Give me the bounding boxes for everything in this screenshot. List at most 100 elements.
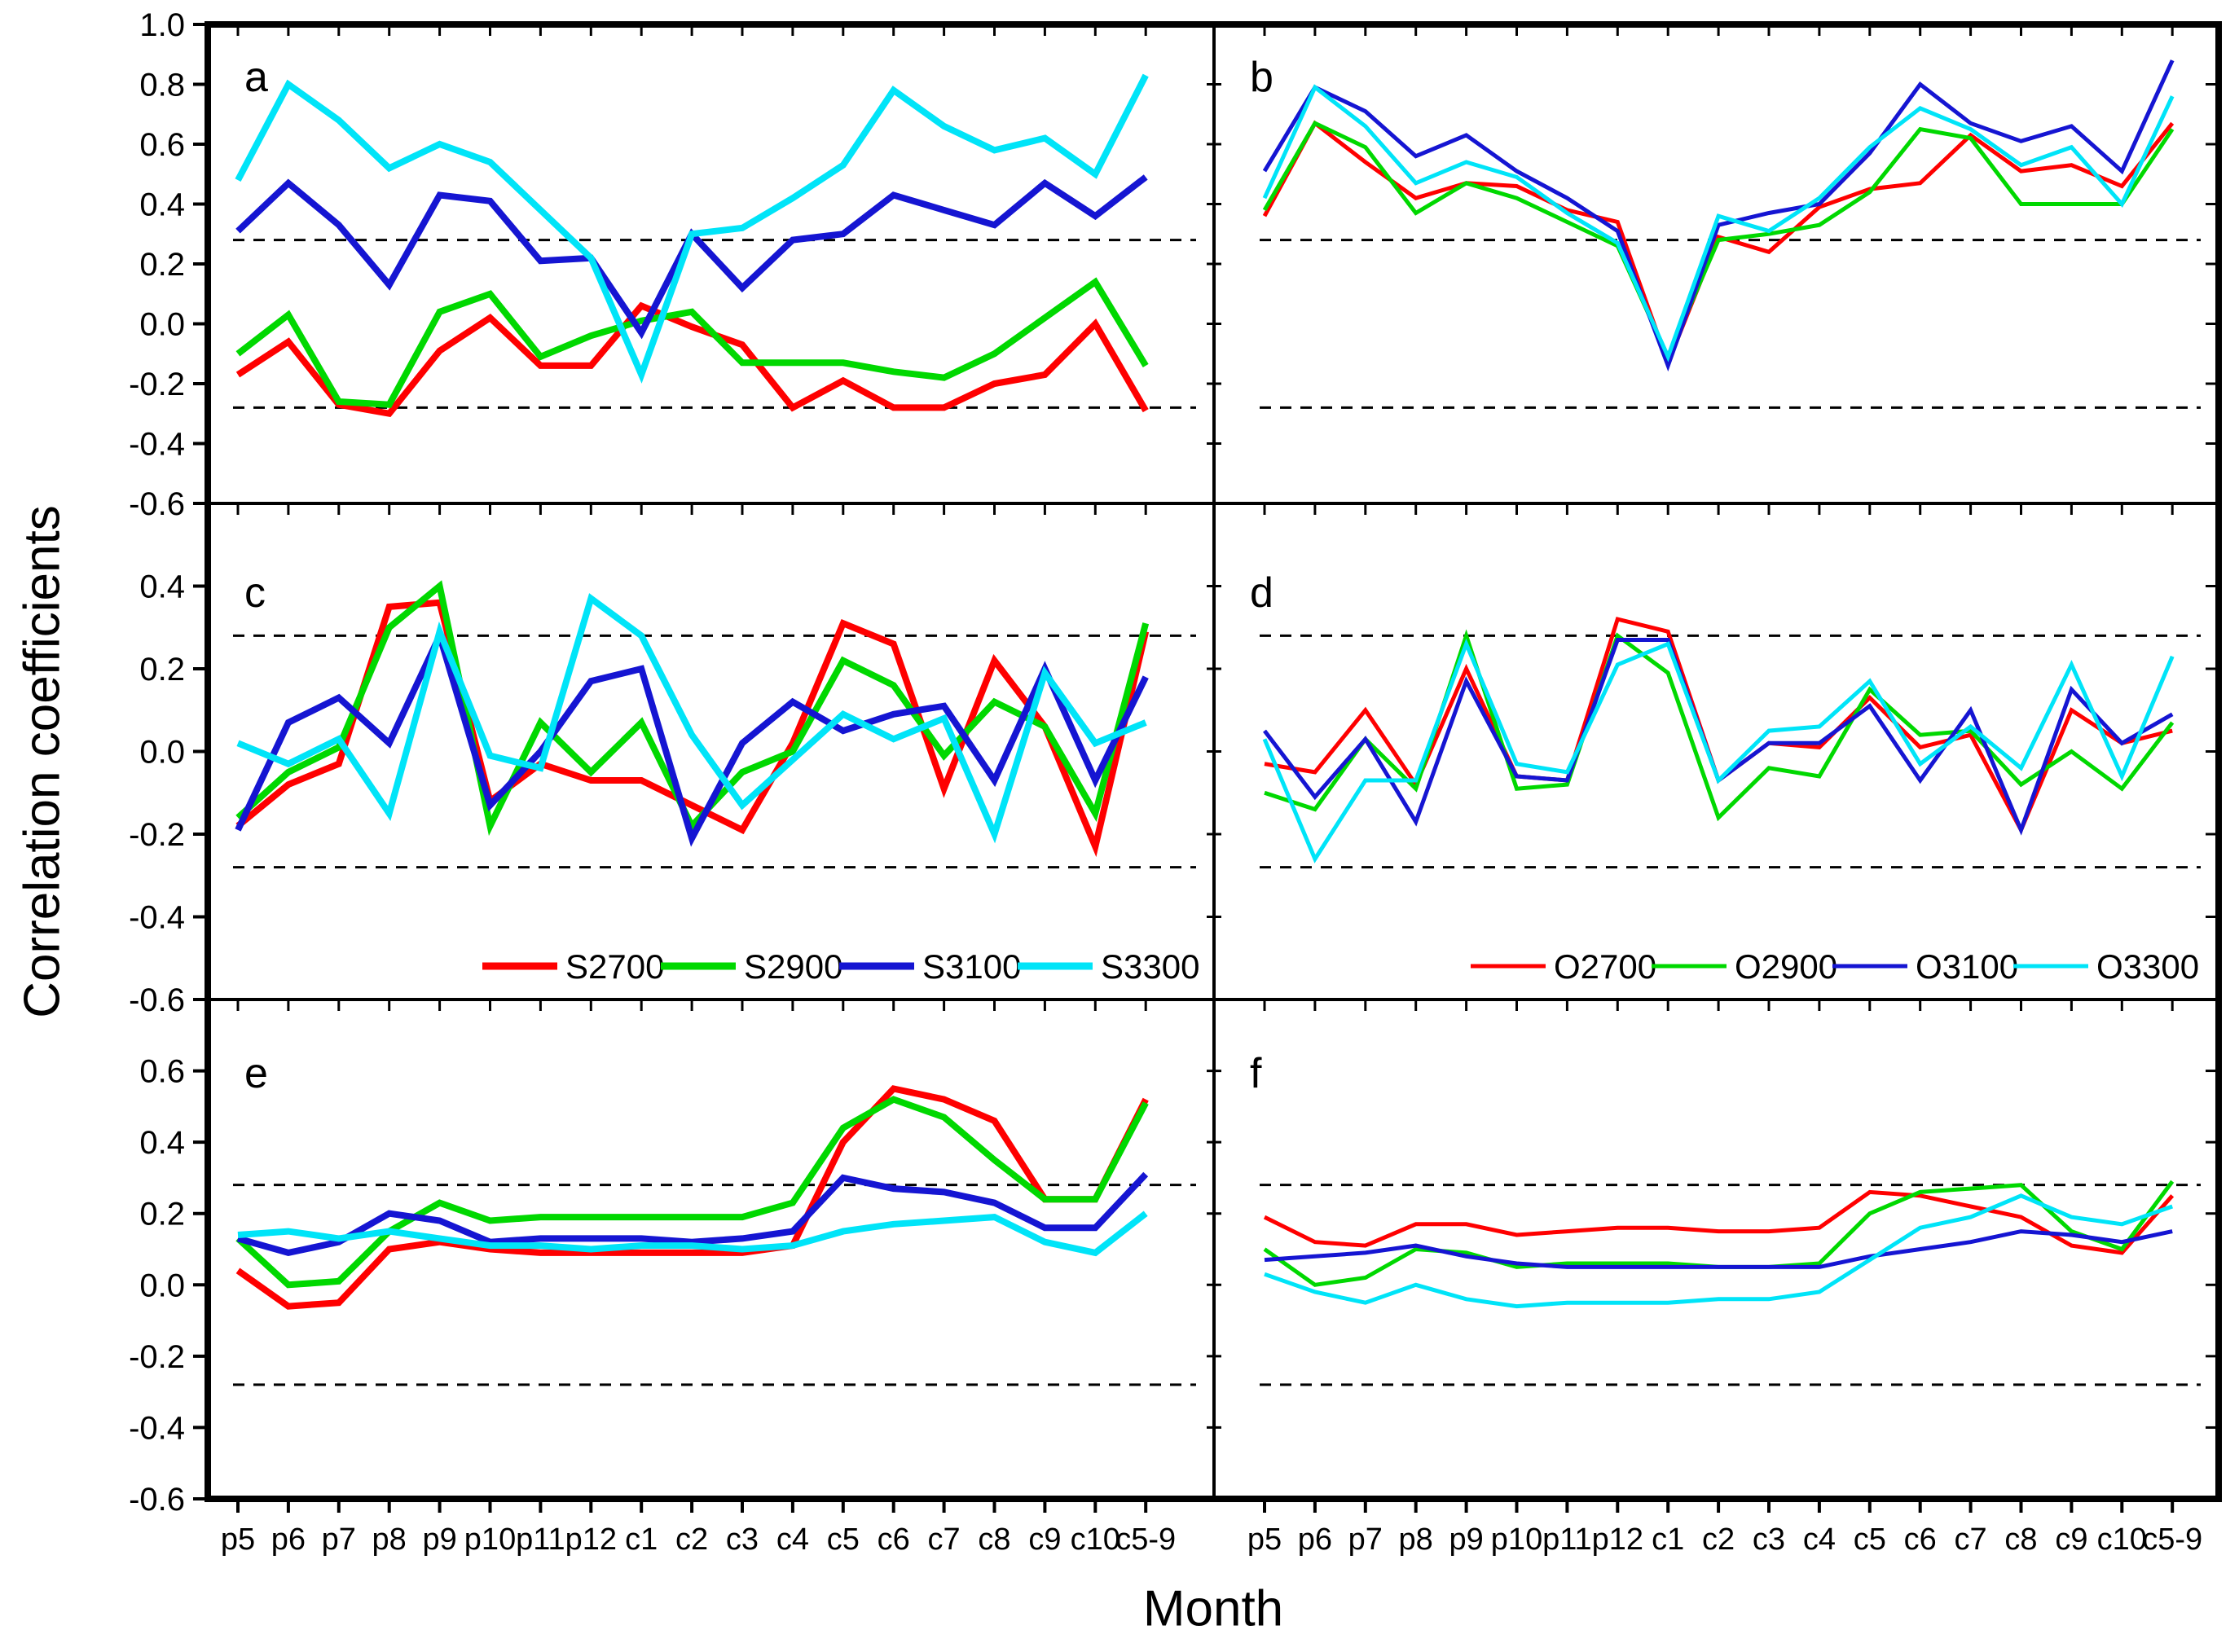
legend-label-O2700: O2700 xyxy=(1554,947,1656,986)
series-b-O3300 xyxy=(1262,84,2175,362)
panel-c-series xyxy=(235,580,1150,858)
x-tick-label: p12 xyxy=(565,1522,617,1557)
x-tick-label: p6 xyxy=(1298,1522,1332,1557)
panel-a-series xyxy=(235,73,1149,418)
panel-letter-d: d xyxy=(1250,569,1273,617)
series-e-S2900 xyxy=(235,1096,1149,1289)
y-tick-label: 0.8 xyxy=(139,68,185,103)
x-tick-label: p5 xyxy=(221,1522,255,1557)
series-e-S3300 xyxy=(237,1210,1148,1257)
x-tick-label: c9 xyxy=(1028,1522,1061,1557)
legend-c: S2700 S2900 S3100 S3300 xyxy=(482,947,1199,986)
y-tick-label: -0.6 xyxy=(129,486,185,522)
series-a-S2700 xyxy=(235,301,1149,418)
x-tick-label: p6 xyxy=(271,1522,306,1557)
panel-f-series xyxy=(1263,1180,2175,1309)
y-tick-label: 0.2 xyxy=(139,652,185,688)
y-tick-label: -0.4 xyxy=(129,1410,185,1446)
x-tick-label: c9 xyxy=(2055,1522,2087,1557)
y-tick-label: 0.0 xyxy=(139,307,185,343)
series-b-O2700 xyxy=(1262,120,2175,369)
legend-label-S3300: S3300 xyxy=(1101,947,1199,986)
panel-d-series xyxy=(1262,617,2175,863)
x-tick-label: p12 xyxy=(1592,1522,1643,1557)
y-tick-label: -0.6 xyxy=(129,1482,185,1518)
x-tick-label: p7 xyxy=(1348,1522,1383,1557)
y-tick-label: -0.4 xyxy=(129,900,185,936)
series-b-O3100 xyxy=(1262,59,2175,372)
x-ticks: p5 p6 p7 p8 p9 p10 p11 p12 c1 c2 c3 c4 c5 c6 c7 c8 c9 c10… xyxy=(221,24,2202,1557)
y-tick-label: -0.2 xyxy=(129,817,185,853)
y-tick-label: 0.6 xyxy=(139,127,185,163)
y-tick-label: -0.2 xyxy=(129,367,185,402)
y-tick-label: 0.2 xyxy=(139,1197,185,1232)
series-f-O2700 xyxy=(1263,1189,2175,1255)
series-c-S3100 xyxy=(235,626,1149,847)
legend-label-O2900: O2900 xyxy=(1735,947,1837,986)
x-tick-label: c3 xyxy=(726,1522,759,1557)
x-tick-label: c4 xyxy=(776,1522,809,1557)
x-tick-label: c2 xyxy=(1702,1522,1735,1557)
y-tick-label: 0.0 xyxy=(139,1268,185,1303)
legend-label-S2700: S2700 xyxy=(565,947,664,986)
y-tick-label: -0.6 xyxy=(129,982,185,1018)
x-tick-label: p8 xyxy=(1399,1522,1433,1557)
x-tick-label: p7 xyxy=(322,1522,356,1557)
legend-label-O3100: O3100 xyxy=(1916,947,2018,986)
x-tick-label: c8 xyxy=(978,1522,1010,1557)
series-f-O3300 xyxy=(1264,1193,2174,1309)
x-axis-title: Month xyxy=(1142,1580,1284,1637)
significance-lines-f xyxy=(1260,1184,2201,1386)
x-tick-label: p10 xyxy=(464,1522,516,1557)
series-b-O2900 xyxy=(1262,121,2175,362)
y-tick-label: -0.2 xyxy=(129,1339,185,1375)
y-tick-label: 0.2 xyxy=(139,247,185,283)
x-tick-label: c5-9 xyxy=(2142,1522,2202,1557)
legend-label-S2900: S2900 xyxy=(744,947,842,986)
x-tick-label: p10 xyxy=(1491,1522,1542,1557)
significance-lines-a xyxy=(233,239,1196,409)
x-tick-label: p11 xyxy=(1542,1522,1592,1557)
panel-letter-f: f xyxy=(1250,1050,1262,1097)
series-c-S2900 xyxy=(235,580,1150,837)
series-d-O3300 xyxy=(1262,638,2175,863)
significance-lines-b xyxy=(1260,239,2201,409)
series-e-S3100 xyxy=(236,1171,1149,1257)
x-tick-label: p5 xyxy=(1247,1522,1282,1557)
y-tick-label: 0.4 xyxy=(139,1125,185,1161)
x-tick-label: c5-9 xyxy=(1115,1522,1176,1557)
panel-b-series xyxy=(1262,59,2175,372)
x-tick-label: c6 xyxy=(878,1522,910,1557)
y-ticks: 1.0 0.8 0.6 0.4 0.2 0.0 -0.2 -0.4 -0.6 0.4 0.2 0.0 -… xyxy=(129,7,2219,1518)
x-tick-label: p9 xyxy=(1449,1522,1483,1557)
x-tick-label: c7 xyxy=(928,1522,961,1557)
series-c-S3300 xyxy=(236,593,1147,844)
x-tick-label: p11 xyxy=(516,1522,565,1557)
legend-label-O3300: O3300 xyxy=(2096,947,2199,986)
panel-letter-e: e xyxy=(244,1050,268,1097)
series-f-O3100 xyxy=(1264,1229,2173,1269)
legend-label-S3100: S3100 xyxy=(922,947,1021,986)
x-tick-label: c10 xyxy=(2097,1522,2147,1557)
x-tick-label: c1 xyxy=(625,1522,658,1557)
x-tick-label: c10 xyxy=(1071,1522,1120,1557)
significance-lines-c xyxy=(233,634,1196,869)
panel-letter-b: b xyxy=(1250,54,1273,101)
x-tick-label: c7 xyxy=(1955,1522,1987,1557)
x-tick-label: c4 xyxy=(1803,1522,1836,1557)
panel-e-series xyxy=(235,1085,1149,1310)
x-tick-label: c6 xyxy=(1904,1522,1937,1557)
significance-lines-d xyxy=(1260,634,2201,869)
series-d-O2900 xyxy=(1264,629,2175,822)
x-tick-label: c1 xyxy=(1652,1522,1684,1557)
y-tick-label: 0.6 xyxy=(139,1054,185,1090)
y-tick-label: 1.0 xyxy=(139,7,185,43)
x-tick-label: p9 xyxy=(422,1522,456,1557)
panel-letter-c: c xyxy=(244,569,266,617)
x-tick-label: c8 xyxy=(2004,1522,2037,1557)
series-a-S2900 xyxy=(235,277,1149,408)
series-c-S2700 xyxy=(235,599,1150,858)
y-tick-label: -0.4 xyxy=(129,427,185,463)
